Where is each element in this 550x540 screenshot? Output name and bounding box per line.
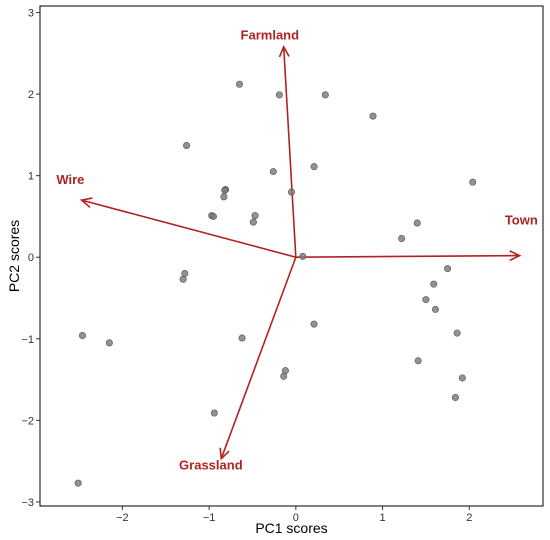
loading-label-town: Town xyxy=(505,213,538,228)
data-point xyxy=(369,112,377,120)
loading-arrow-farmland xyxy=(282,46,297,258)
data-point xyxy=(287,188,295,196)
y-tick-label: −1 xyxy=(21,334,34,346)
data-point xyxy=(281,367,289,375)
y-tick-label: 0 xyxy=(28,252,34,264)
loading-label-grassland: Grassland xyxy=(179,457,243,472)
loading-arrow-wire xyxy=(81,199,297,258)
data-point xyxy=(414,357,422,365)
data-point xyxy=(458,374,466,382)
data-point xyxy=(220,193,228,201)
data-point xyxy=(209,212,217,220)
data-point xyxy=(275,91,283,99)
loading-arrow-town xyxy=(295,254,520,259)
loading-label-farmland: Farmland xyxy=(241,27,300,42)
data-point xyxy=(453,329,461,337)
data-point xyxy=(310,163,318,171)
data-point xyxy=(78,332,86,340)
data-point xyxy=(221,186,229,194)
x-axis-title: PC1 scores xyxy=(255,520,327,536)
data-point xyxy=(251,212,259,220)
data-point xyxy=(321,91,329,99)
data-point xyxy=(179,275,187,283)
data-point xyxy=(469,178,477,186)
data-point xyxy=(398,234,406,242)
data-point xyxy=(310,320,318,328)
loading-arrow-grassland xyxy=(220,256,297,459)
y-tick-label: 1 xyxy=(28,171,34,183)
data-point xyxy=(74,479,82,487)
x-tick-label: 0 xyxy=(293,512,299,524)
data-point xyxy=(451,394,459,402)
y-tick-label: −3 xyxy=(21,497,34,509)
y-axis-ticks: −3 −2 −1 0 1 2 3 xyxy=(21,8,40,509)
y-tick-label: −2 xyxy=(21,415,34,427)
data-point xyxy=(269,168,277,176)
data-point xyxy=(413,219,421,227)
data-point xyxy=(430,280,438,288)
x-tick-label: 2 xyxy=(466,512,472,524)
data-point xyxy=(431,305,439,313)
x-tick-label: 1 xyxy=(379,512,385,524)
score-points xyxy=(74,80,477,487)
data-point xyxy=(299,252,307,260)
data-point xyxy=(249,218,257,226)
y-tick-label: 2 xyxy=(28,89,34,101)
arrowhead-grassland xyxy=(219,447,230,461)
x-axis-ticks: −2 −1 0 1 2 xyxy=(116,506,472,524)
x-tick-label: −1 xyxy=(203,512,216,524)
data-point xyxy=(422,296,430,304)
data-point xyxy=(105,339,113,347)
arrowhead-wire xyxy=(79,197,93,208)
data-point xyxy=(210,409,218,417)
arrowhead-farmland xyxy=(278,44,290,58)
y-axis-title: PC2 scores xyxy=(6,220,22,292)
data-point xyxy=(235,80,243,88)
data-point xyxy=(183,141,191,149)
y-tick-label: 3 xyxy=(28,8,34,20)
loading-labels: Farmland Wire Town Grassland xyxy=(56,27,538,472)
data-point xyxy=(444,265,452,273)
arrowhead-town xyxy=(509,250,522,262)
loading-arrows xyxy=(79,44,522,461)
plot-frame xyxy=(39,5,544,507)
x-tick-label: −2 xyxy=(116,512,129,524)
data-point xyxy=(181,270,189,278)
data-point xyxy=(280,372,288,380)
data-point xyxy=(238,334,246,342)
loading-label-wire: Wire xyxy=(56,172,84,187)
